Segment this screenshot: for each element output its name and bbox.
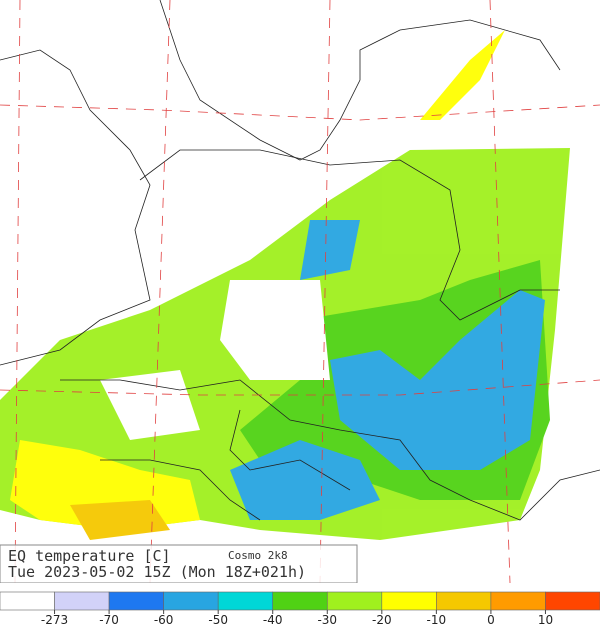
colorbar-panel [0,583,600,640]
colorbar-label: -30 [317,613,337,627]
colorbar-swatch [490,591,546,611]
colorbar-label: -60 [154,613,174,627]
colorbar-swatch [545,591,600,611]
colorbar-label: 10 [538,613,553,627]
valid-time: Tue 2023-05-02 15Z (Mon 18Z+021h) [8,563,306,581]
colorbar-swatch [326,591,383,611]
colorbar-label: -40 [263,613,283,627]
field-title: EQ temperature [C] [8,547,171,565]
colorbar-label: -10 [427,613,447,627]
colorbar-label: -20 [372,613,392,627]
colorbar-label: -70 [99,613,119,627]
borders [0,0,600,521]
info-box [0,544,358,584]
colorbar-label: -273 [41,613,68,627]
colorbar-swatch [217,591,274,611]
colorbar-swatch [108,591,164,611]
model-name: Cosmo 2k8 [228,549,288,562]
colorbar: -273 -70 -60 -50 -40 -30 -20 -10 0 10 [0,591,600,627]
colorbar-swatch [54,591,110,611]
graticule [0,0,600,584]
colorbar-label: -50 [208,613,228,627]
colorbar-swatch [0,591,55,611]
colorbar-swatch [272,591,328,611]
colorbar-swatch [163,591,219,611]
colorbar-label: 0 [487,613,495,627]
colorbar-swatch [436,591,492,611]
colorbar-swatch [381,591,437,611]
